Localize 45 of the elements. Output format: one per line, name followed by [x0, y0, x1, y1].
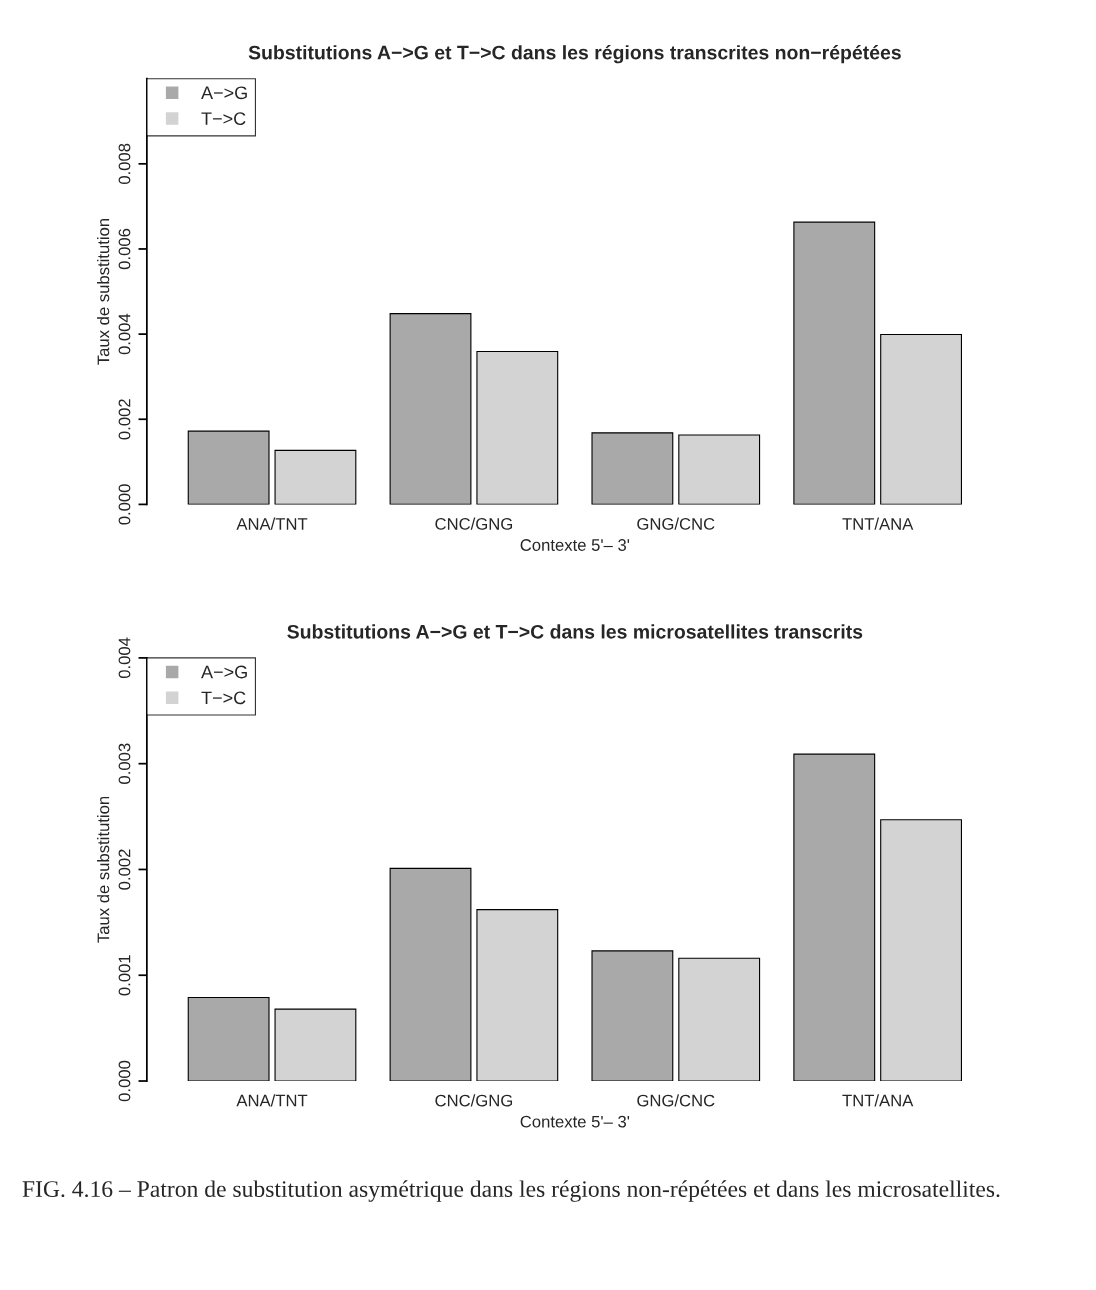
chart-title: Substitutions A−>G et T−>C dans les microsatellites transcrits — [287, 624, 863, 639]
bar — [591, 432, 674, 505]
bar — [476, 351, 559, 505]
y-tick-label: 0.004 — [118, 637, 131, 679]
bar — [793, 753, 876, 1082]
caption: FIG. 4.16 – Patron de substitution asymétrique dans les régions non-répétées et dans les microsatellites. — [22, 1180, 1000, 1202]
bar — [274, 449, 357, 505]
y-tick-label: 0.006 — [118, 228, 131, 270]
x-axis-title: Contexte 5'– 3' — [520, 1115, 630, 1128]
legend-label: A−>G — [201, 665, 247, 679]
y-axis-title: Taux de substitution — [97, 218, 110, 365]
x-tick-label: ANA/TNT — [236, 517, 308, 530]
bar — [476, 909, 559, 1082]
x-tick-label: GNG/CNC — [637, 1094, 715, 1107]
bar — [793, 221, 876, 505]
x-tick-label: TNT/ANA — [842, 517, 914, 530]
y-tick-label: 0.000 — [118, 484, 131, 525]
y-tick-label: 0.000 — [118, 1060, 131, 1102]
bar — [678, 434, 761, 505]
legend-label: T−>C — [201, 691, 246, 705]
x-axis-title: Contexte 5'– 3' — [520, 539, 630, 551]
bar — [274, 1008, 357, 1082]
y-tick-label: 0.001 — [118, 955, 131, 996]
y-tick-label: 0.004 — [118, 313, 131, 355]
bar — [187, 996, 270, 1082]
x-tick-label: GNG/CNC — [637, 517, 715, 530]
legend-label: A−>G — [201, 86, 247, 100]
y-axis-title: Taux de substitution — [97, 796, 110, 943]
bar — [678, 957, 761, 1082]
bar — [591, 950, 674, 1082]
y-tick-label: 0.003 — [118, 743, 131, 784]
legend-label: T−>C — [201, 112, 246, 126]
x-tick-label: CNC/GNG — [435, 1094, 513, 1107]
y-tick-label: 0.002 — [118, 849, 131, 890]
y-tick-label: 0.008 — [118, 143, 131, 185]
bar — [389, 313, 472, 505]
x-tick-label: TNT/ANA — [842, 1094, 914, 1107]
y-tick-label: 0.002 — [118, 399, 131, 440]
chart-title: Substitutions A−>G et T−>C dans les régions transcrites non−répétées — [248, 44, 901, 64]
x-tick-label: CNC/GNG — [435, 517, 513, 530]
x-tick-label: ANA/TNT — [236, 1094, 308, 1107]
bar — [389, 867, 472, 1082]
bar — [880, 333, 963, 505]
bar — [187, 430, 270, 505]
bar — [880, 819, 963, 1082]
